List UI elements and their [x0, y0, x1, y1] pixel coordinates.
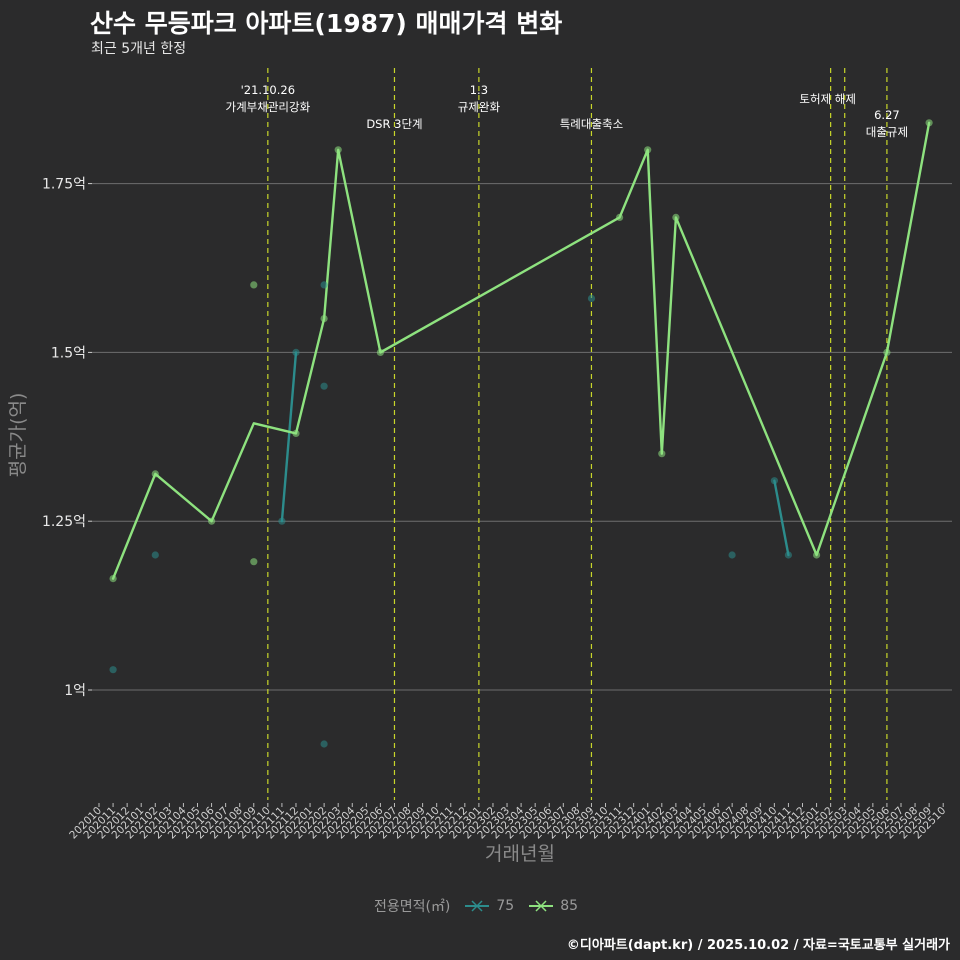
legend-item-75: 75 [464, 898, 514, 914]
series-75-point [770, 477, 779, 485]
event-label: 6.27 [874, 108, 900, 122]
series-85-point [109, 575, 117, 583]
series-75-point [587, 294, 596, 302]
event-label: '21.10.26 [241, 83, 295, 97]
chart-subtitle: 최근 5개년 한정 [91, 41, 187, 57]
series-85-point [616, 213, 624, 221]
event-label: 대출규제 [866, 125, 908, 139]
series-75-point [151, 551, 159, 559]
series-75-line [773, 479, 790, 557]
legend: 전용면적(㎡) 75 85 [0, 896, 960, 916]
series-75-point [109, 666, 117, 674]
legend-label-85: 85 [560, 898, 579, 914]
series-85-point [151, 470, 159, 478]
event-label: 토허제 해제 [799, 92, 856, 106]
series-75-point [728, 551, 736, 559]
legend-title: 전용면적(㎡) [373, 899, 451, 915]
y-tick-label: 1.75억 [42, 177, 86, 193]
series-85-point [250, 281, 258, 289]
series-85-point [208, 517, 216, 525]
series-85-point [658, 450, 666, 458]
grid-layer [92, 183, 952, 691]
series-85-point [644, 146, 652, 154]
y-axis-label: 평균가(억) [7, 393, 29, 478]
series-75-point [784, 551, 793, 559]
x-axis-label: 거래년월 [485, 843, 555, 865]
event-label: 1.3 [470, 83, 488, 97]
series-85-point [883, 348, 891, 356]
series-85-point [334, 146, 342, 154]
series-75-point [320, 740, 328, 748]
event-label: 가계부채관리강화 [226, 100, 311, 114]
event-label: 특례대출축소 [560, 117, 623, 131]
source-caption: ©디아파트(dapt.kr) / 2025.10.02 / 자료=국토교통부 실… [566, 938, 950, 953]
event-label: DSR 3단계 [366, 117, 422, 131]
series-75-point [320, 281, 328, 289]
series-85-point [376, 348, 384, 356]
series-85-point [250, 558, 258, 566]
series-85-point [813, 551, 821, 559]
series-layer [109, 119, 933, 748]
legend-label-75: 75 [496, 898, 515, 914]
chart-title: 산수 무등파크 아파트(1987) 매매가격 변화 [90, 9, 563, 38]
series-85-point [672, 213, 680, 221]
legend-key-85-icon [529, 900, 554, 912]
series-75-point [320, 382, 328, 390]
legend-item-85: 85 [528, 898, 578, 914]
series-85-point [925, 119, 933, 127]
axis-layer: 1억1.25억1.5억1.75억202010202011202012202101… [42, 177, 948, 842]
y-tick-label: 1.25억 [42, 514, 86, 530]
event-label: 규제완화 [458, 100, 501, 114]
series-75-point [292, 348, 300, 356]
y-tick-label: 1.5억 [51, 345, 86, 361]
y-tick-label: 1억 [64, 683, 86, 699]
series-75-point [278, 517, 286, 525]
legend-key-75-icon [465, 900, 490, 912]
series-75-line [280, 351, 298, 523]
series-85-point [292, 429, 300, 437]
series-85-line [111, 121, 931, 580]
series-85-point [320, 315, 328, 323]
